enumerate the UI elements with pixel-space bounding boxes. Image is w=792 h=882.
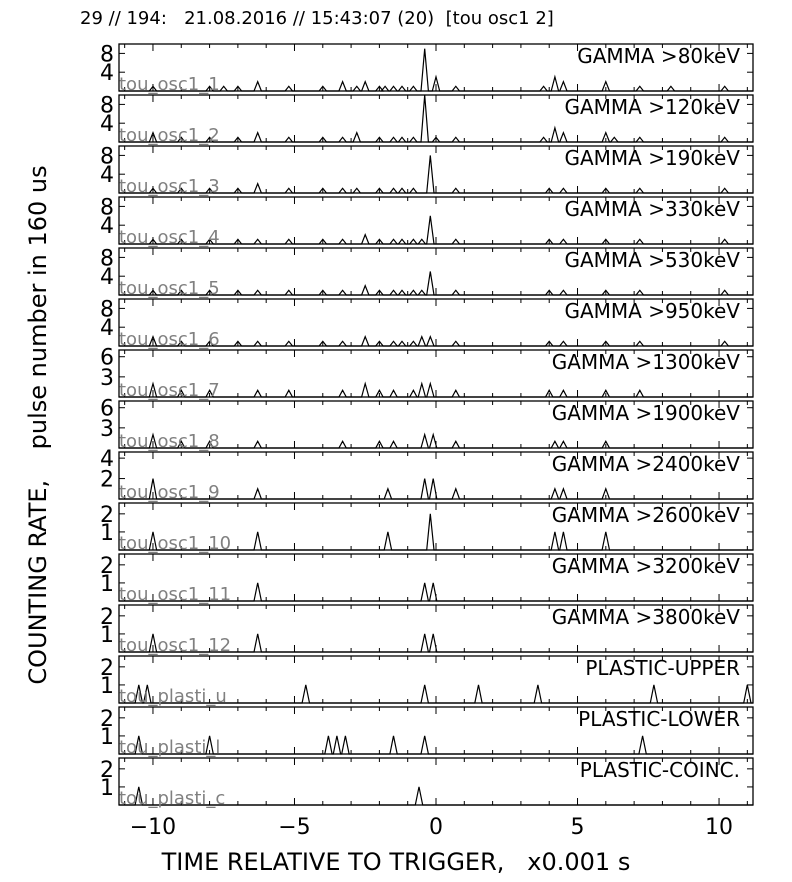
- channel-label-tou_osc1_6: tou_osc1_6: [119, 329, 220, 350]
- x-tick-label-4: 10: [705, 815, 733, 840]
- panel-label-5: GAMMA >950keV: [564, 299, 740, 323]
- channel-label-tou_osc1_3: tou_osc1_3: [119, 176, 220, 197]
- panel-label-8: GAMMA >2400keV: [552, 452, 741, 476]
- y-tick-label-7-0: 3: [100, 417, 114, 442]
- y-tick-label-11-0: 1: [100, 623, 114, 648]
- panel-label-1: GAMMA >120keV: [564, 95, 740, 119]
- y-tick-label-0-0: 4: [100, 61, 114, 86]
- x-tick-label-1: −5: [278, 815, 310, 840]
- series-line-tou_plasti_l: [119, 735, 753, 755]
- y-tick-label-10-0: 1: [100, 572, 114, 597]
- y-tick-label-0-1: 8: [100, 42, 114, 67]
- panel-label-10: GAMMA >3200keV: [552, 554, 741, 578]
- y-tick-label-10-1: 2: [100, 554, 114, 579]
- y-tick-label-13-1: 2: [100, 707, 114, 732]
- y-tick-label-12-0: 1: [100, 674, 114, 699]
- panel-label-11: GAMMA >3800keV: [552, 605, 741, 629]
- series-line-tou_osc1_1: [119, 48, 753, 92]
- y-tick-label-5-1: 8: [100, 297, 114, 322]
- channel-label-tou_osc1_10: tou_osc1_10: [119, 533, 231, 554]
- panel-label-3: GAMMA >330keV: [564, 197, 740, 221]
- panel-label-12: PLASTIC-UPPER: [585, 656, 740, 680]
- channel-label-tou_osc1_9: tou_osc1_9: [119, 482, 220, 503]
- x-tick-label-2: 0: [429, 815, 443, 840]
- series-line-tou_osc1_3: [119, 155, 753, 194]
- series-line-tou_osc1_11: [119, 582, 753, 602]
- y-tick-label-8-0: 2: [100, 468, 114, 493]
- y-tick-label-6-0: 3: [100, 366, 114, 391]
- channel-label-tou_osc1_4: tou_osc1_4: [119, 227, 220, 248]
- series-line-tou_osc1_5: [119, 271, 753, 296]
- y-tick-label-7-1: 6: [100, 397, 114, 422]
- channel-label-tou_osc1_1: tou_osc1_1: [119, 74, 220, 95]
- y-tick-label-1-1: 8: [100, 93, 114, 118]
- y-tick-label-11-1: 2: [100, 605, 114, 630]
- channel-label-tou_plasti_u: tou_plasti_u: [119, 686, 227, 707]
- channel-label-tou_plasti_c: tou_plasti_c: [119, 788, 225, 809]
- x-tick-label-3: 5: [571, 815, 585, 840]
- event-header: 29 // 194: 21.08.2016 // 15:43:07 (20) […: [80, 8, 554, 29]
- x-axis-label: TIME RELATIVE TO TRIGGER, x0.001 s: [161, 848, 631, 876]
- y-tick-label-8-1: 4: [100, 447, 114, 472]
- y-tick-label-2-1: 8: [100, 144, 114, 169]
- series-line-tou_plasti_c: [119, 786, 753, 806]
- y-tick-label-12-1: 2: [100, 656, 114, 681]
- channel-label-tou_osc1_11: tou_osc1_11: [119, 584, 231, 605]
- y-tick-label-9-0: 1: [100, 521, 114, 546]
- panel-label-13: PLASTIC-LOWER: [578, 707, 740, 731]
- series-line-tou_osc1_7: [119, 381, 753, 398]
- y-tick-label-14-0: 1: [100, 776, 114, 801]
- channel-label-tou_osc1_5: tou_osc1_5: [119, 278, 220, 299]
- y-tick-label-6-1: 6: [100, 346, 114, 371]
- channel-label-tou_plasti_l: tou_plasti_l: [119, 737, 220, 758]
- panel-label-9: GAMMA >2600keV: [552, 503, 741, 527]
- y-tick-label-13-0: 1: [100, 725, 114, 750]
- series-line-tou_osc1_9: [119, 478, 753, 500]
- panel-label-0: GAMMA >80keV: [577, 44, 740, 68]
- y-tick-label-2-0: 4: [100, 163, 114, 188]
- y-tick-label-9-1: 2: [100, 503, 114, 528]
- panel-label-2: GAMMA >190keV: [564, 146, 740, 170]
- channel-label-tou_osc1_2: tou_osc1_2: [119, 125, 220, 146]
- channel-label-tou_osc1_7: tou_osc1_7: [119, 380, 220, 401]
- panel-label-14: PLASTIC-COINC.: [580, 758, 740, 782]
- series-line-tou_osc1_10: [119, 513, 753, 551]
- y-tick-label-4-0: 4: [100, 265, 114, 290]
- y-tick-label-3-0: 4: [100, 214, 114, 239]
- channel-label-tou_osc1_8: tou_osc1_8: [119, 431, 220, 452]
- series-line-tou_plasti_u: [119, 684, 753, 704]
- x-tick-label-0: −10: [130, 815, 176, 840]
- series-line-tou_osc1_12: [119, 633, 753, 653]
- series-line-tou_osc1_8: [119, 432, 753, 449]
- panel-label-6: GAMMA >1300keV: [552, 350, 741, 374]
- channel-label-tou_osc1_12: tou_osc1_12: [119, 635, 231, 656]
- series-line-tou_osc1_4: [119, 215, 753, 245]
- panel-label-4: GAMMA >530keV: [564, 248, 740, 272]
- series-line-tou_osc1_2: [119, 94, 753, 143]
- y-tick-label-5-0: 4: [100, 316, 114, 341]
- y-tick-label-14-1: 2: [100, 758, 114, 783]
- series-line-tou_osc1_6: [119, 334, 753, 347]
- y-tick-label-4-1: 8: [100, 246, 114, 271]
- y-tick-label-3-1: 8: [100, 195, 114, 220]
- y-tick-label-1-0: 4: [100, 112, 114, 137]
- panel-label-7: GAMMA >1900keV: [552, 401, 741, 425]
